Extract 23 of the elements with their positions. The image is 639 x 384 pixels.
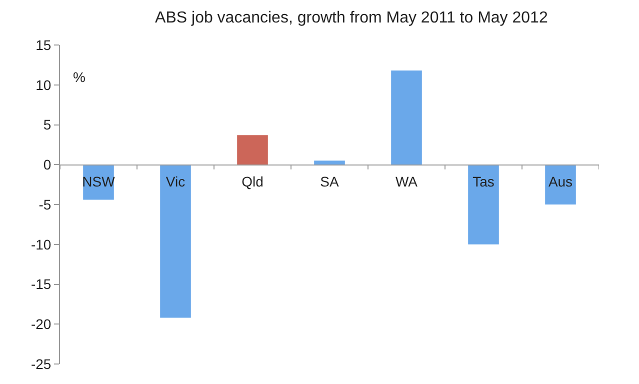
x-tick-label: Vic: [166, 173, 186, 190]
y-tick-label: -15: [30, 276, 52, 292]
x-tick-label: WA: [395, 173, 418, 190]
y-tick-label: -25: [30, 356, 52, 372]
y-tick-label: 5: [43, 116, 52, 133]
y-tick-label: -10: [30, 236, 52, 252]
bar: [545, 164, 576, 204]
bar: [314, 160, 345, 165]
y-axis-title: %: [73, 69, 86, 85]
x-tick-label: Qld: [242, 173, 264, 190]
x-tick-label: Tas: [472, 173, 494, 190]
bar: [237, 135, 268, 165]
y-tick-label: -5: [38, 196, 52, 212]
x-tick-label: SA: [320, 173, 340, 190]
y-tick-label: 15: [36, 36, 52, 53]
y-tick-label: -20: [30, 316, 52, 332]
x-tick-label: Aus: [548, 173, 573, 190]
chart-title: ABS job vacancies, growth from May 2011 to May 2012: [155, 10, 548, 27]
bar: [391, 70, 422, 165]
y-tick-label: 0: [43, 156, 52, 173]
bar: [160, 164, 191, 318]
y-tick-label: 10: [36, 76, 52, 93]
bar: [468, 164, 499, 244]
